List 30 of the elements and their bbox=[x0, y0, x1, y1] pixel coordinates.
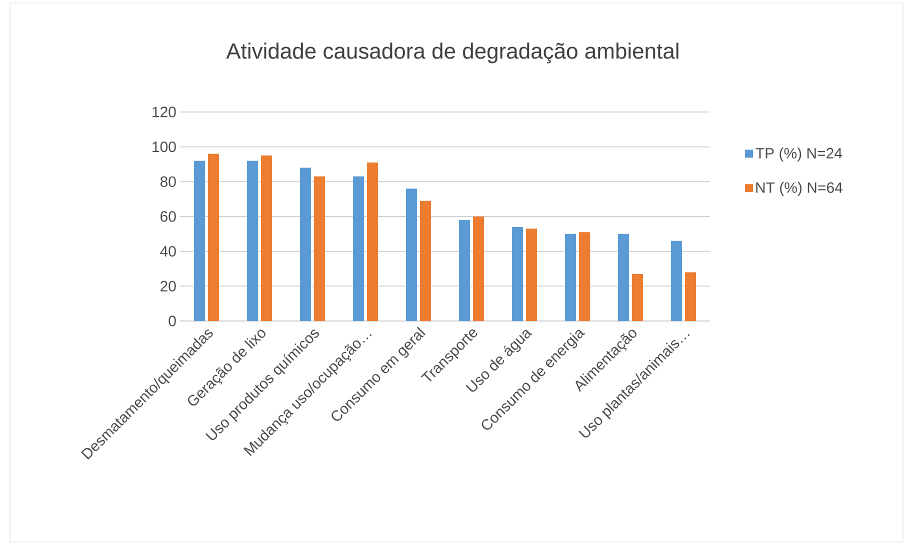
bar bbox=[618, 234, 629, 321]
chart-title: Atividade causadora de degradação ambiental bbox=[226, 42, 678, 64]
y-tick-label: 60 bbox=[160, 211, 176, 222]
bar bbox=[314, 176, 326, 321]
bar bbox=[367, 162, 378, 321]
bar bbox=[261, 156, 272, 321]
bar bbox=[579, 232, 590, 321]
bar bbox=[208, 154, 220, 321]
legend-label: NT (%) N=64 bbox=[756, 182, 842, 196]
y-tick-label: 0 bbox=[168, 316, 176, 326]
bar bbox=[459, 220, 470, 321]
bar bbox=[247, 160, 258, 321]
legend-label: TP (%) N=24 bbox=[756, 148, 842, 162]
bar bbox=[353, 176, 364, 321]
bar bbox=[632, 274, 643, 321]
bar bbox=[512, 226, 523, 321]
bar bbox=[565, 234, 576, 321]
bar bbox=[685, 272, 696, 321]
bar bbox=[300, 168, 311, 321]
bar bbox=[406, 188, 417, 321]
bar bbox=[526, 228, 537, 321]
y-tick-label: 120 bbox=[152, 106, 176, 118]
bar bbox=[194, 160, 206, 321]
bar bbox=[473, 216, 484, 321]
y-tick-label: 80 bbox=[160, 176, 176, 187]
y-tick-label: 20 bbox=[160, 280, 176, 292]
bar bbox=[420, 200, 432, 321]
bar bbox=[671, 240, 682, 321]
y-tick-label: 100 bbox=[152, 142, 176, 152]
y-tick-label: 40 bbox=[160, 246, 176, 257]
